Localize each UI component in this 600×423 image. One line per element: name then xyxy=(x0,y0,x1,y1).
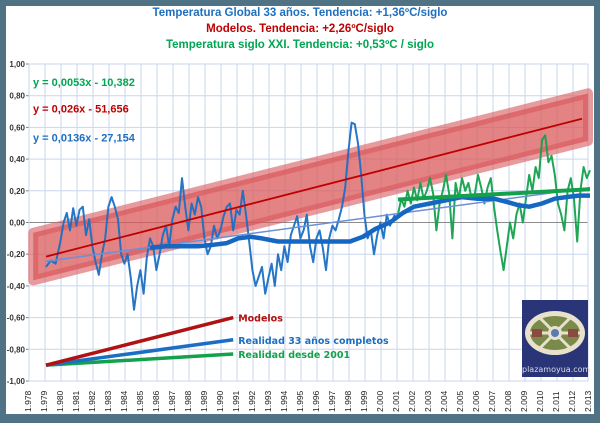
legend-label: Realidad desde 2001 xyxy=(238,350,350,361)
x-tick-label: 1.986 xyxy=(151,390,161,412)
trend-line-since-2001 xyxy=(397,187,591,202)
legend-label: Modelos xyxy=(238,314,283,325)
x-tick-label: 1.988 xyxy=(183,390,193,412)
model-band xyxy=(28,88,593,286)
x-tick-label: 1.999 xyxy=(359,390,369,412)
x-tick-label: 1.994 xyxy=(279,390,289,412)
x-tick-label: 2.013 xyxy=(583,390,593,412)
y-tick-label: -0,80 xyxy=(7,345,26,354)
y-tick-label: 0,60 xyxy=(9,123,25,132)
x-tick-label: 1.979 xyxy=(39,390,49,412)
x-tick-label: 1.983 xyxy=(103,390,113,412)
legend-line xyxy=(45,338,234,367)
trend-equation: y = 0,0136x - 27,154 xyxy=(33,133,136,145)
logo-text: plazamoyua.com xyxy=(522,365,591,374)
x-tick-label: 1.991 xyxy=(231,390,241,412)
y-tick-label: 0,80 xyxy=(9,92,25,101)
legend-line xyxy=(45,352,234,367)
x-tick-label: 1.993 xyxy=(263,390,273,412)
x-tick-label: 1.978 xyxy=(23,390,33,412)
trend-line-models xyxy=(45,117,583,258)
x-tick-label: 1.996 xyxy=(311,390,321,412)
trend-equation: y = 0,026x - 51,656 xyxy=(33,103,129,115)
logo-emblem-icon xyxy=(525,311,585,355)
x-tick-label: 1.995 xyxy=(295,390,305,412)
x-tick-label: 1.982 xyxy=(87,390,97,412)
legend-label: Realidad 33 años completos xyxy=(238,336,389,347)
y-tick-label: 0,00 xyxy=(9,219,25,228)
x-tick-label: 1.992 xyxy=(247,390,257,412)
y-tick-label: 1,00 xyxy=(9,60,25,69)
y-tick-label: -0,60 xyxy=(7,314,26,323)
x-tick-label: 1.984 xyxy=(119,390,129,412)
x-tick-label: 2.000 xyxy=(375,390,385,412)
x-tick-label: 2.008 xyxy=(503,390,513,412)
x-tick-label: 1.980 xyxy=(55,390,65,412)
x-tick-label: 1.998 xyxy=(343,390,353,412)
x-tick-label: 2.005 xyxy=(455,390,465,412)
smoothed-series xyxy=(149,193,590,251)
x-tick-label: 2.006 xyxy=(471,390,481,412)
x-tick-label: 1.985 xyxy=(135,390,145,412)
x-tick-label: 2.009 xyxy=(519,390,529,412)
legend-line xyxy=(45,315,234,367)
x-tick-label: 2.010 xyxy=(535,390,545,412)
x-tick-label: 2.001 xyxy=(391,390,401,412)
y-tick-label: 0,40 xyxy=(9,155,25,164)
x-tick-label: 2.003 xyxy=(423,390,433,412)
chart-title-line-1: Temperatura Global 33 años. Tendencia: +… xyxy=(152,7,448,19)
chart-title-line-3: Temperatura siglo XXI. Tendencia: +0,53º… xyxy=(165,39,435,51)
x-tick-label: 2.011 xyxy=(551,391,561,412)
logo: plazamoyua.com xyxy=(522,300,591,377)
x-tick-label: 1.987 xyxy=(167,390,177,412)
x-tick-label: 2.012 xyxy=(567,390,577,412)
x-tick-label: 1.989 xyxy=(199,390,209,412)
plot-border xyxy=(28,63,589,382)
y-tick-label: -0,40 xyxy=(7,282,26,291)
x-tick-label: 1.997 xyxy=(327,390,337,412)
x-tick-label: 1.981 xyxy=(71,390,81,412)
y-tick-label: 0,20 xyxy=(9,187,25,196)
x-tick-label: 2.004 xyxy=(439,390,449,412)
trend-equation: y = 0,0053x - 10,382 xyxy=(33,77,135,89)
monthly-series-1979-2000 xyxy=(45,121,396,311)
chart-title-line-2: Modelos. Tendencia: +2,26ºC/siglo xyxy=(206,23,394,35)
x-tick-label: 1.990 xyxy=(215,390,225,412)
y-tick-label: -0,20 xyxy=(7,250,26,259)
x-tick-label: 2.007 xyxy=(487,390,497,412)
monthly-series-2001-2013 xyxy=(397,134,591,272)
y-tick-label: -1,00 xyxy=(7,377,26,386)
x-tick-label: 2.002 xyxy=(407,390,417,412)
